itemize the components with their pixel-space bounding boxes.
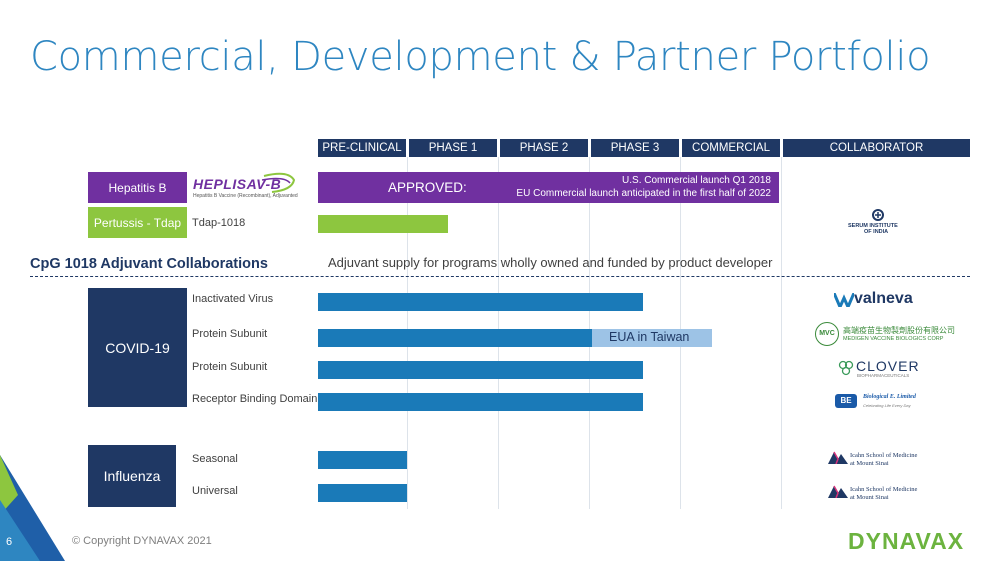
mount-sinai-icon	[828, 451, 848, 464]
phase-header-phase-2: PHASE 2	[500, 139, 588, 157]
valneva-logo: valneva	[834, 290, 924, 310]
clover-icon	[838, 360, 854, 376]
clover-logo: CLOVER BIOPHARMACEUTICALS	[838, 358, 928, 380]
launch-eu-text: EU Commercial launch anticipated in the …	[516, 188, 771, 199]
valneva-icon	[834, 293, 854, 307]
medigen-logo: MVC 高端疫苗生物製劑股份有限公司 MEDIGEN VACCINE BIOLO…	[815, 322, 955, 346]
heplisav-logo-text: HEPLISAV-B	[193, 176, 282, 192]
serum-institute-icon	[872, 209, 884, 221]
approved-label: APPROVED:	[388, 180, 467, 195]
row-label-inactivated-virus: Inactivated Virus	[192, 293, 274, 305]
progress-bar-protein-subunit-clover	[318, 361, 643, 379]
progress-bar-receptor-binding-domain	[318, 393, 643, 411]
medigen-chinese-text: 高端疫苗生物製劑股份有限公司	[843, 326, 955, 335]
progress-bar-protein-subunit-medigen	[318, 329, 592, 347]
progress-bar-tdap-1018	[318, 215, 448, 233]
phase-header-phase-1: PHASE 1	[409, 139, 497, 157]
clover-subtext: BIOPHARMACEUTICALS	[857, 373, 910, 378]
row-label-protein-subunit-clover: Protein Subunit	[192, 361, 268, 373]
launch-us-text: U.S. Commercial launch Q1 2018	[622, 175, 771, 186]
heplisav-logo-subtext: Hepatitis B Vaccine (Recombinant), Adjuv…	[193, 193, 298, 199]
progress-bar-inactivated-virus	[318, 293, 643, 311]
medigen-badge-icon: MVC	[815, 322, 839, 346]
copyright-text: © Copyright DYNAVAX 2021	[72, 535, 212, 547]
biological-e-text: Biological E. Limited	[863, 394, 916, 400]
grid-line	[781, 157, 782, 509]
serum-institute-text: SERUM INSTITUTE	[848, 223, 898, 229]
phase-header-collaborator: COLLABORATOR	[783, 139, 970, 157]
section-divider	[30, 276, 970, 277]
row-label-tdap-1018: Tdap-1018	[192, 217, 246, 229]
clover-text: CLOVER	[856, 358, 920, 374]
eua-taiwan-label: EUA in Taiwan	[609, 330, 690, 344]
row-label-seasonal: Seasonal	[192, 453, 238, 465]
heplisav-logo-icon	[261, 172, 296, 193]
page-title: Commercial, Development & Partner Portfo…	[30, 34, 931, 80]
serum-institute-text-2: OF INDIA	[864, 229, 889, 235]
eua-taiwan-bar: EUA in Taiwan	[592, 329, 712, 347]
progress-bar-seasonal	[318, 451, 407, 469]
corner-decoration	[0, 455, 65, 561]
mount-sinai-text-2: at Mount Sinai	[850, 494, 889, 501]
phase-header-commercial: COMMERCIAL	[682, 139, 780, 157]
phase-header-phase-3: PHASE 3	[591, 139, 679, 157]
biological-e-badge-icon: BE	[835, 394, 857, 408]
category-influenza: Influenza	[88, 445, 176, 507]
row-label-universal: Universal	[192, 485, 238, 497]
approved-bar: APPROVED: U.S. Commercial launch Q1 2018…	[318, 172, 779, 203]
mount-sinai-logo-seasonal: Icahn School of Medicine at Mount Sinai	[828, 448, 938, 470]
heplisav-logo: HEPLISAV-B Hepatitis B Vaccine (Recombin…	[192, 172, 302, 204]
page-number: 6	[6, 536, 13, 548]
dynavax-logo: DYNAVAX	[848, 528, 965, 554]
section-heading: CpG 1018 Adjuvant Collaborations	[30, 256, 268, 272]
section-note: Adjuvant supply for programs wholly owne…	[328, 255, 773, 270]
mount-sinai-icon	[828, 485, 848, 498]
row-label-protein-subunit-medigen: Protein Subunit	[192, 328, 268, 340]
mount-sinai-text: Icahn School of Medicine	[850, 452, 918, 459]
mount-sinai-text: Icahn School of Medicine	[850, 486, 918, 493]
progress-bar-universal	[318, 484, 407, 502]
serum-institute-logo: SERUM INSTITUTE OF INDIA	[838, 208, 918, 236]
biological-e-subtext: Celebrating Life Every Day	[863, 403, 911, 408]
valneva-text: valneva	[854, 290, 913, 307]
mount-sinai-text-2: at Mount Sinai	[850, 460, 889, 467]
category-covid-19: COVID-19	[88, 288, 187, 407]
category-pertussis-tdap: Pertussis - Tdap	[88, 207, 187, 238]
phase-header-pre-clinical: PRE-CLINICAL	[318, 139, 406, 157]
row-label-receptor-binding-domain: Receptor Binding Domain	[192, 393, 318, 405]
mount-sinai-logo-universal: Icahn School of Medicine at Mount Sinai	[828, 482, 938, 504]
biological-e-logo: BE Biological E. Limited Celebrating Lif…	[835, 392, 930, 412]
category-hepatitis-b: Hepatitis B	[88, 172, 187, 203]
medigen-text: MEDIGEN VACCINE BIOLOGICS CORP	[843, 336, 944, 342]
